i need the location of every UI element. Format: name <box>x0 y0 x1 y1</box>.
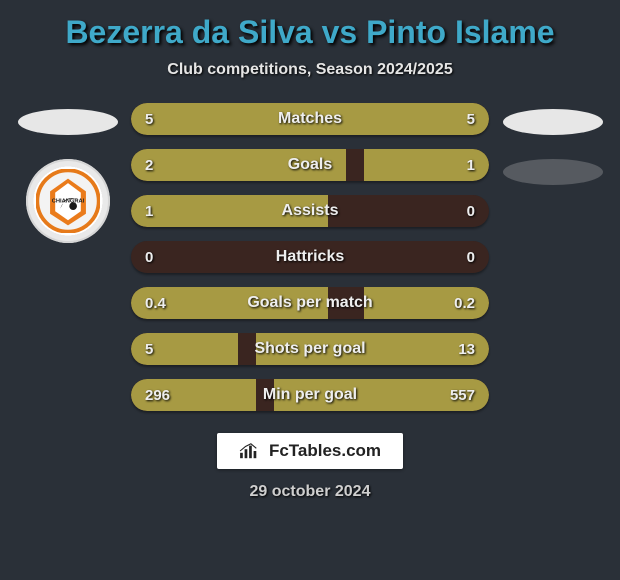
comparison-card: Bezerra da Silva vs Pinto Islame Club co… <box>0 0 620 580</box>
stat-row: 0 Hattricks 0 <box>131 241 489 273</box>
player1-name: Bezerra da Silva <box>65 14 312 50</box>
stat-value-left: 296 <box>145 387 170 404</box>
brand-box: FcTables.com <box>217 433 403 469</box>
brand-chart-icon <box>239 442 261 460</box>
stat-label: Min per goal <box>263 386 357 404</box>
placeholder-ellipse-left <box>18 109 118 135</box>
stat-row: 5 Shots per goal 13 <box>131 333 489 365</box>
page-title: Bezerra da Silva vs Pinto Islame <box>65 14 554 51</box>
stat-value-right: 1 <box>467 157 475 174</box>
stat-label: Hattricks <box>276 248 344 266</box>
stat-label: Shots per goal <box>254 340 365 358</box>
stats-column: 5 Matches 5 2 Goals 1 1 Assists 0 0 Hattricks 0 0.4 G… <box>125 103 495 411</box>
stat-row: 296 Min per goal 557 <box>131 379 489 411</box>
stat-value-right: 13 <box>458 341 475 358</box>
footer: FcTables.com 29 october 2024 <box>217 433 403 501</box>
stat-value-right: 557 <box>450 387 475 404</box>
vs-text: vs <box>322 14 358 50</box>
subtitle: Club competitions, Season 2024/2025 <box>167 61 452 79</box>
stat-label: Goals per match <box>247 294 372 312</box>
stat-row: 1 Assists 0 <box>131 195 489 227</box>
stat-value-right: 0.2 <box>454 295 475 312</box>
player2-name: Pinto Islame <box>366 14 555 50</box>
placeholder-ellipse-right-1 <box>503 109 603 135</box>
stat-value-left: 5 <box>145 111 153 128</box>
club-badge-icon: CHIANGRAI <box>36 169 100 233</box>
placeholder-ellipse-right-2 <box>503 159 603 185</box>
stat-value-left: 0.4 <box>145 295 166 312</box>
svg-text:CHIANGRAI: CHIANGRAI <box>51 198 84 204</box>
stat-label: Assists <box>282 202 339 220</box>
stat-label: Goals <box>288 156 332 174</box>
stat-value-left: 2 <box>145 157 153 174</box>
stat-row: 5 Matches 5 <box>131 103 489 135</box>
stat-value-left: 5 <box>145 341 153 358</box>
right-side-column <box>495 103 610 185</box>
stat-value-right: 5 <box>467 111 475 128</box>
stat-value-left: 1 <box>145 203 153 220</box>
stat-row: 0.4 Goals per match 0.2 <box>131 287 489 319</box>
left-side-column: CHIANGRAI <box>10 103 125 243</box>
date-text: 29 october 2024 <box>250 483 371 501</box>
stat-label: Matches <box>278 110 342 128</box>
brand-text: FcTables.com <box>269 441 381 461</box>
stat-row: 2 Goals 1 <box>131 149 489 181</box>
stat-value-left: 0 <box>145 249 153 266</box>
club-badge: CHIANGRAI <box>26 159 110 243</box>
stat-value-right: 0 <box>467 249 475 266</box>
stat-value-right: 0 <box>467 203 475 220</box>
body-row: CHIANGRAI 5 Matches 5 2 Goals 1 1 Assists 0 0 Hatt… <box>0 103 620 411</box>
